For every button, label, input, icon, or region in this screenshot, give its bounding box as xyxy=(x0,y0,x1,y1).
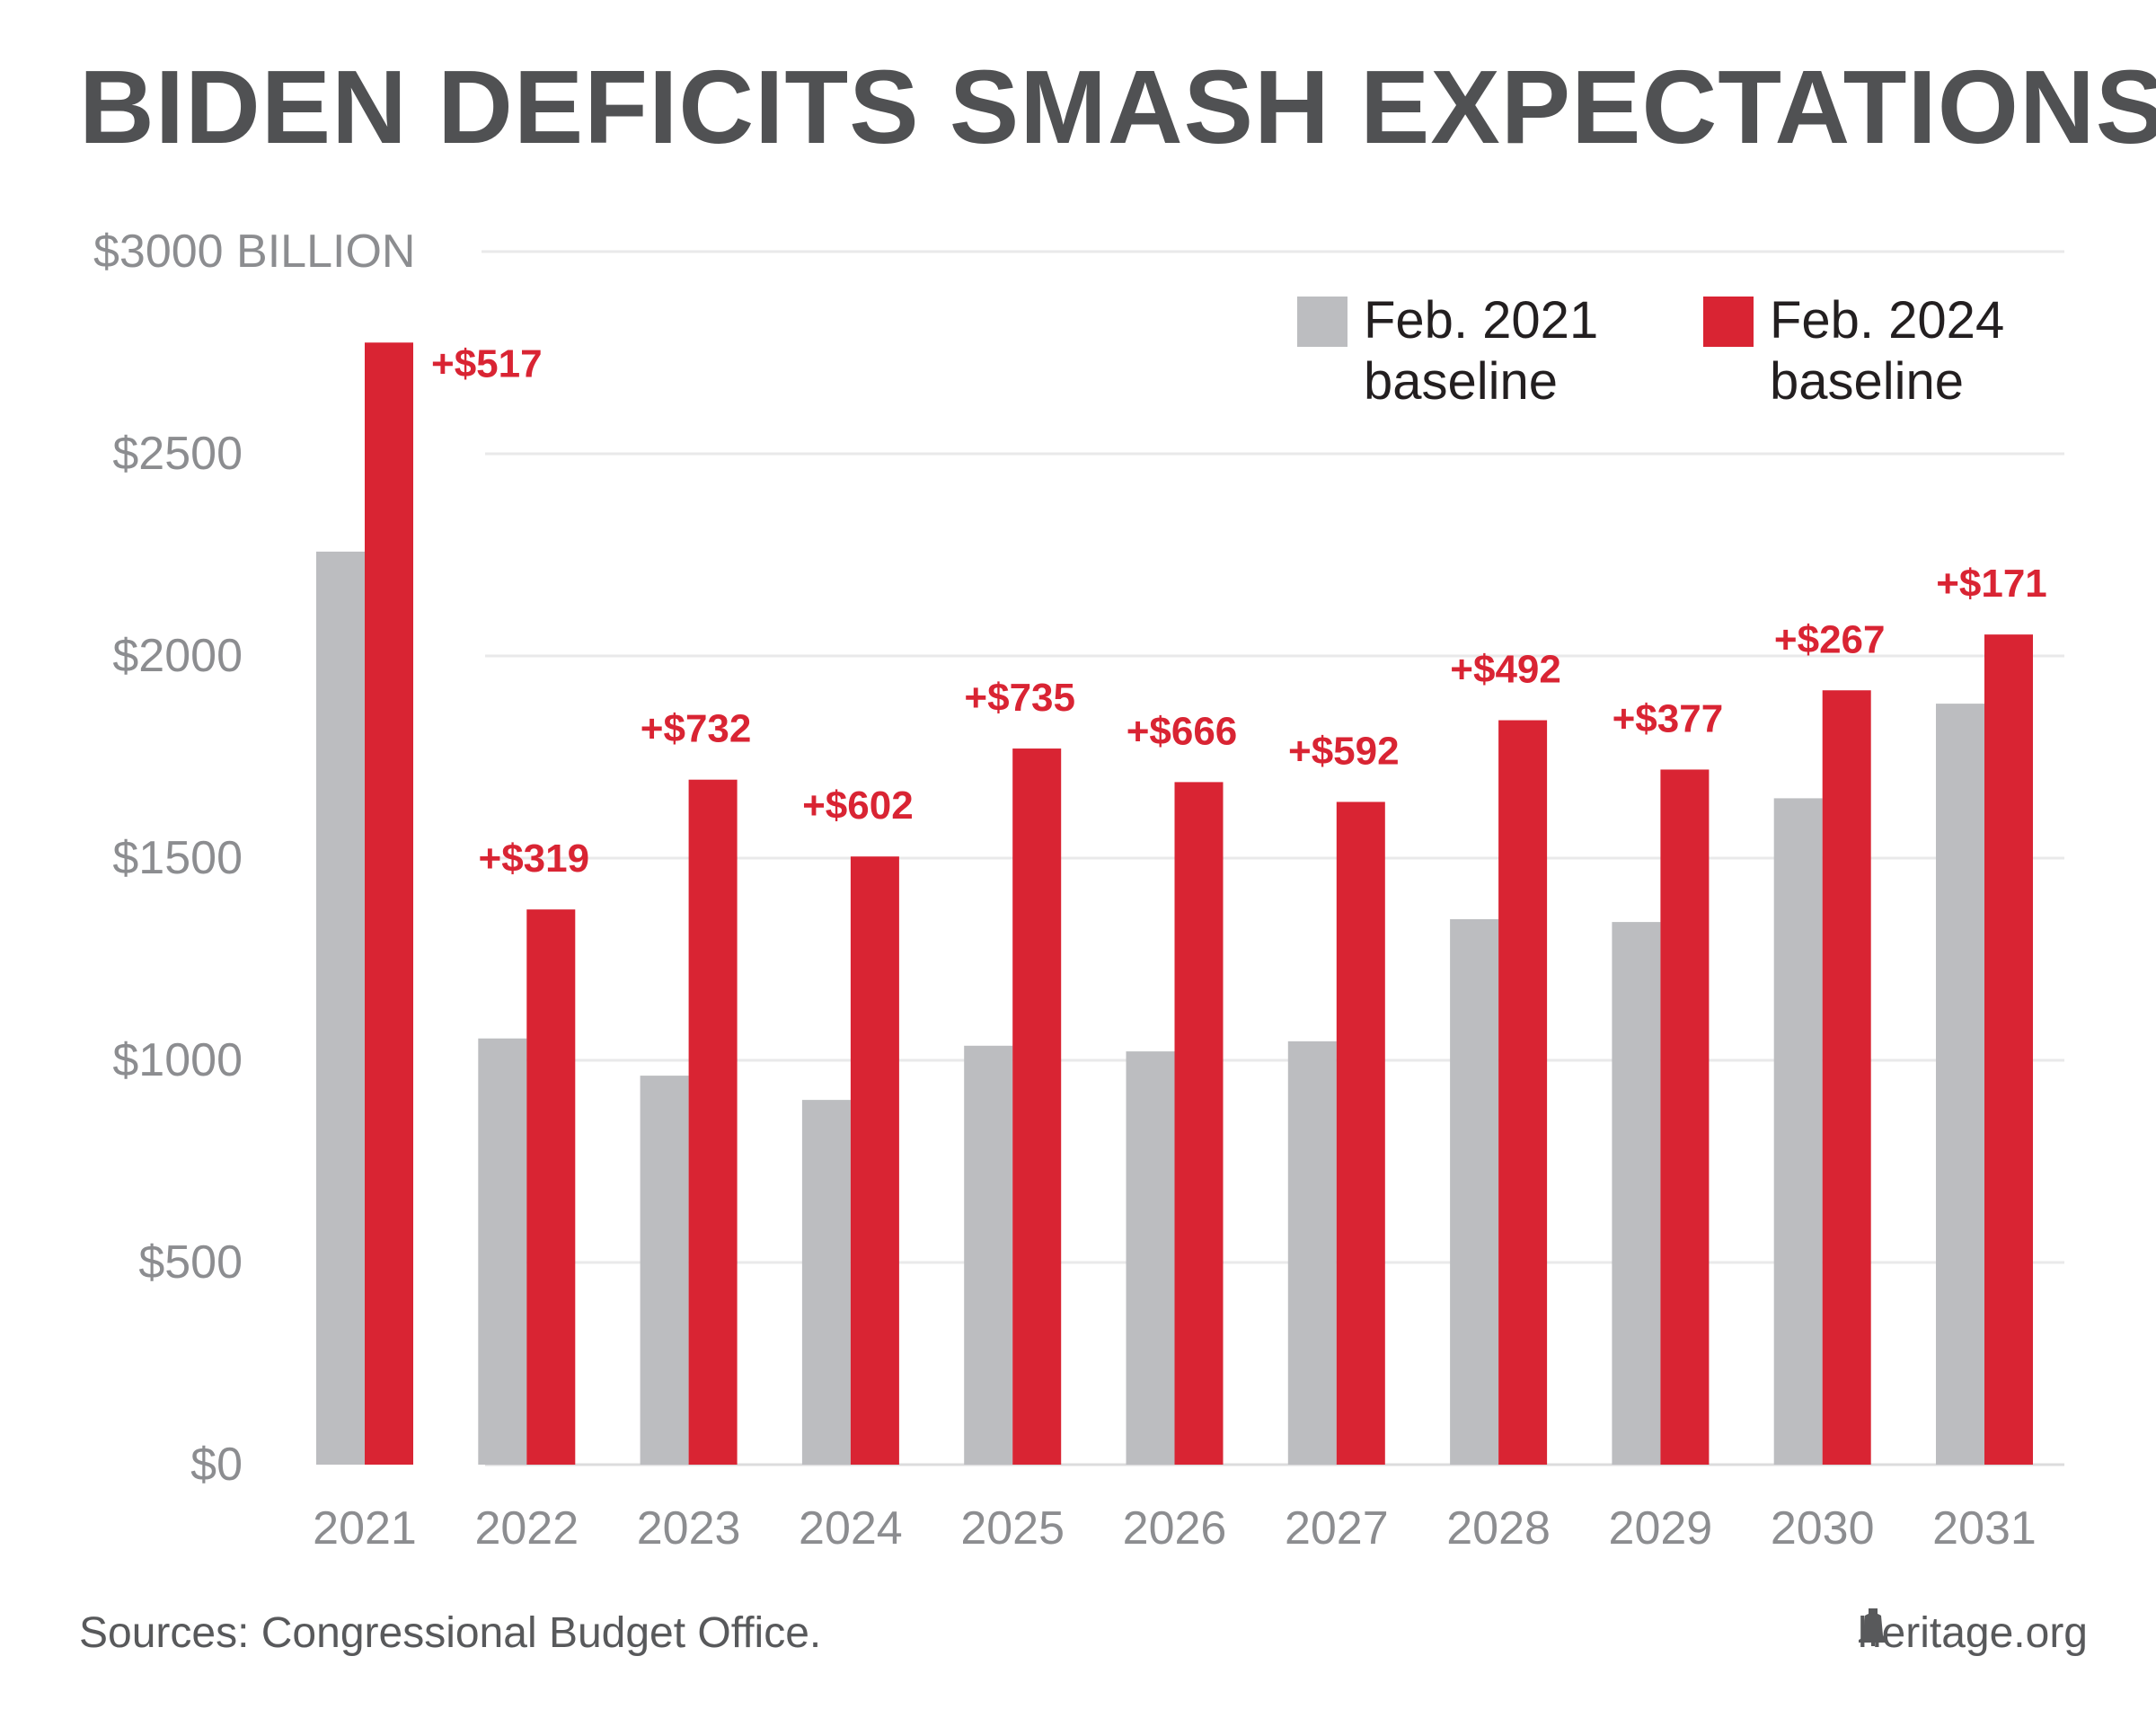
bar-feb-2024-baseline xyxy=(526,909,576,1465)
bar-feb-2021-baseline xyxy=(801,1100,851,1465)
bar-feb-2021-baseline xyxy=(316,551,365,1465)
y-tick-label: $0 xyxy=(190,1439,243,1491)
x-tick-label: 2030 xyxy=(1771,1502,1875,1554)
difference-label: +$666 xyxy=(1127,709,1238,753)
legend-label: Feb. 2024 xyxy=(1770,291,2004,350)
legend-label: baseline xyxy=(1770,352,1964,411)
x-tick-label: 2025 xyxy=(960,1502,1065,1554)
y-tick-label: $3000 BILLION xyxy=(93,226,415,278)
y-tick-label: $1500 xyxy=(112,832,243,884)
difference-label: +$377 xyxy=(1613,696,1724,740)
bar-feb-2024-baseline xyxy=(1660,769,1710,1465)
x-tick-label: 2026 xyxy=(1123,1502,1227,1554)
y-tick-label: $2000 xyxy=(112,630,243,682)
gridlines xyxy=(482,250,2064,1466)
legend-label: Feb. 2021 xyxy=(1364,291,1598,350)
brand-text: heritage.org xyxy=(1857,1609,2088,1657)
bar-feb-2021-baseline xyxy=(640,1076,689,1465)
y-tick-label: $1000 xyxy=(112,1034,243,1086)
bar-feb-2024-baseline xyxy=(1984,634,2033,1465)
difference-label: +$732 xyxy=(641,707,752,751)
difference-label: +$171 xyxy=(1936,562,2047,606)
x-tick-label: 2028 xyxy=(1446,1502,1551,1554)
x-tick-label: 2031 xyxy=(1932,1502,2037,1554)
bar-feb-2024-baseline xyxy=(1174,782,1224,1465)
y-tick-label: $2500 xyxy=(112,428,243,480)
bar-feb-2021-baseline xyxy=(478,1038,527,1465)
x-tick-label: 2022 xyxy=(474,1502,579,1554)
bar-feb-2024-baseline xyxy=(850,856,899,1465)
source-note: Sources: Congressional Budget Office. xyxy=(79,1609,822,1657)
difference-label: +$492 xyxy=(1450,648,1561,692)
difference-label: +$517 xyxy=(431,341,543,385)
bar-feb-2024-baseline xyxy=(365,342,413,1465)
bar-feb-2021-baseline xyxy=(1126,1051,1175,1465)
difference-label: +$319 xyxy=(479,837,590,881)
y-axis-tick-labels: $0 $500 $1000 $1500 $2000 $2500 $3000 BILLION xyxy=(93,226,415,1491)
x-tick-label: 2024 xyxy=(799,1502,903,1554)
legend-swatch xyxy=(1703,297,1754,347)
difference-labels: +$517 +$319 +$732 +$602 +$735 +$666 +$592 +$492… xyxy=(431,341,2047,881)
x-tick-label: 2027 xyxy=(1285,1502,1389,1554)
bar-feb-2021-baseline xyxy=(1612,922,1661,1465)
x-tick-label: 2029 xyxy=(1609,1502,1713,1554)
brand-link[interactable]: heritage.org xyxy=(1858,1608,2088,1658)
x-tick-label: 2023 xyxy=(637,1502,741,1554)
difference-label: +$735 xyxy=(964,676,1075,720)
bar-feb-2021-baseline xyxy=(964,1045,1013,1465)
difference-label: +$592 xyxy=(1288,729,1400,773)
bar-feb-2021-baseline xyxy=(1773,798,1823,1465)
legend-label: baseline xyxy=(1364,352,1558,411)
bar-feb-2021-baseline xyxy=(1287,1041,1337,1465)
bar-feb-2024-baseline xyxy=(1822,690,1871,1465)
legend-swatch xyxy=(1297,297,1348,347)
bar-feb-2024-baseline xyxy=(688,779,738,1465)
bar-feb-2021-baseline xyxy=(1450,918,1499,1465)
bar-feb-2024-baseline xyxy=(1336,802,1385,1465)
difference-label: +$602 xyxy=(802,784,914,828)
bar-feb-2021-baseline xyxy=(1936,704,1984,1465)
liberty-bell-icon xyxy=(1858,1608,1887,1646)
bar-feb-2024-baseline xyxy=(1498,720,1548,1465)
difference-label: +$267 xyxy=(1774,617,1886,661)
x-tick-label: 2021 xyxy=(313,1502,417,1554)
x-axis-tick-labels: 2021 2022 2023 2024 2025 2026 2027 2028 2029 2030… xyxy=(313,1502,2037,1554)
chart-title: BIDEN DEFICITS SMASH EXPECTATIONS xyxy=(79,49,2156,165)
bars xyxy=(316,342,2033,1465)
bar-feb-2024-baseline xyxy=(1012,748,1062,1465)
y-tick-label: $500 xyxy=(138,1236,243,1289)
